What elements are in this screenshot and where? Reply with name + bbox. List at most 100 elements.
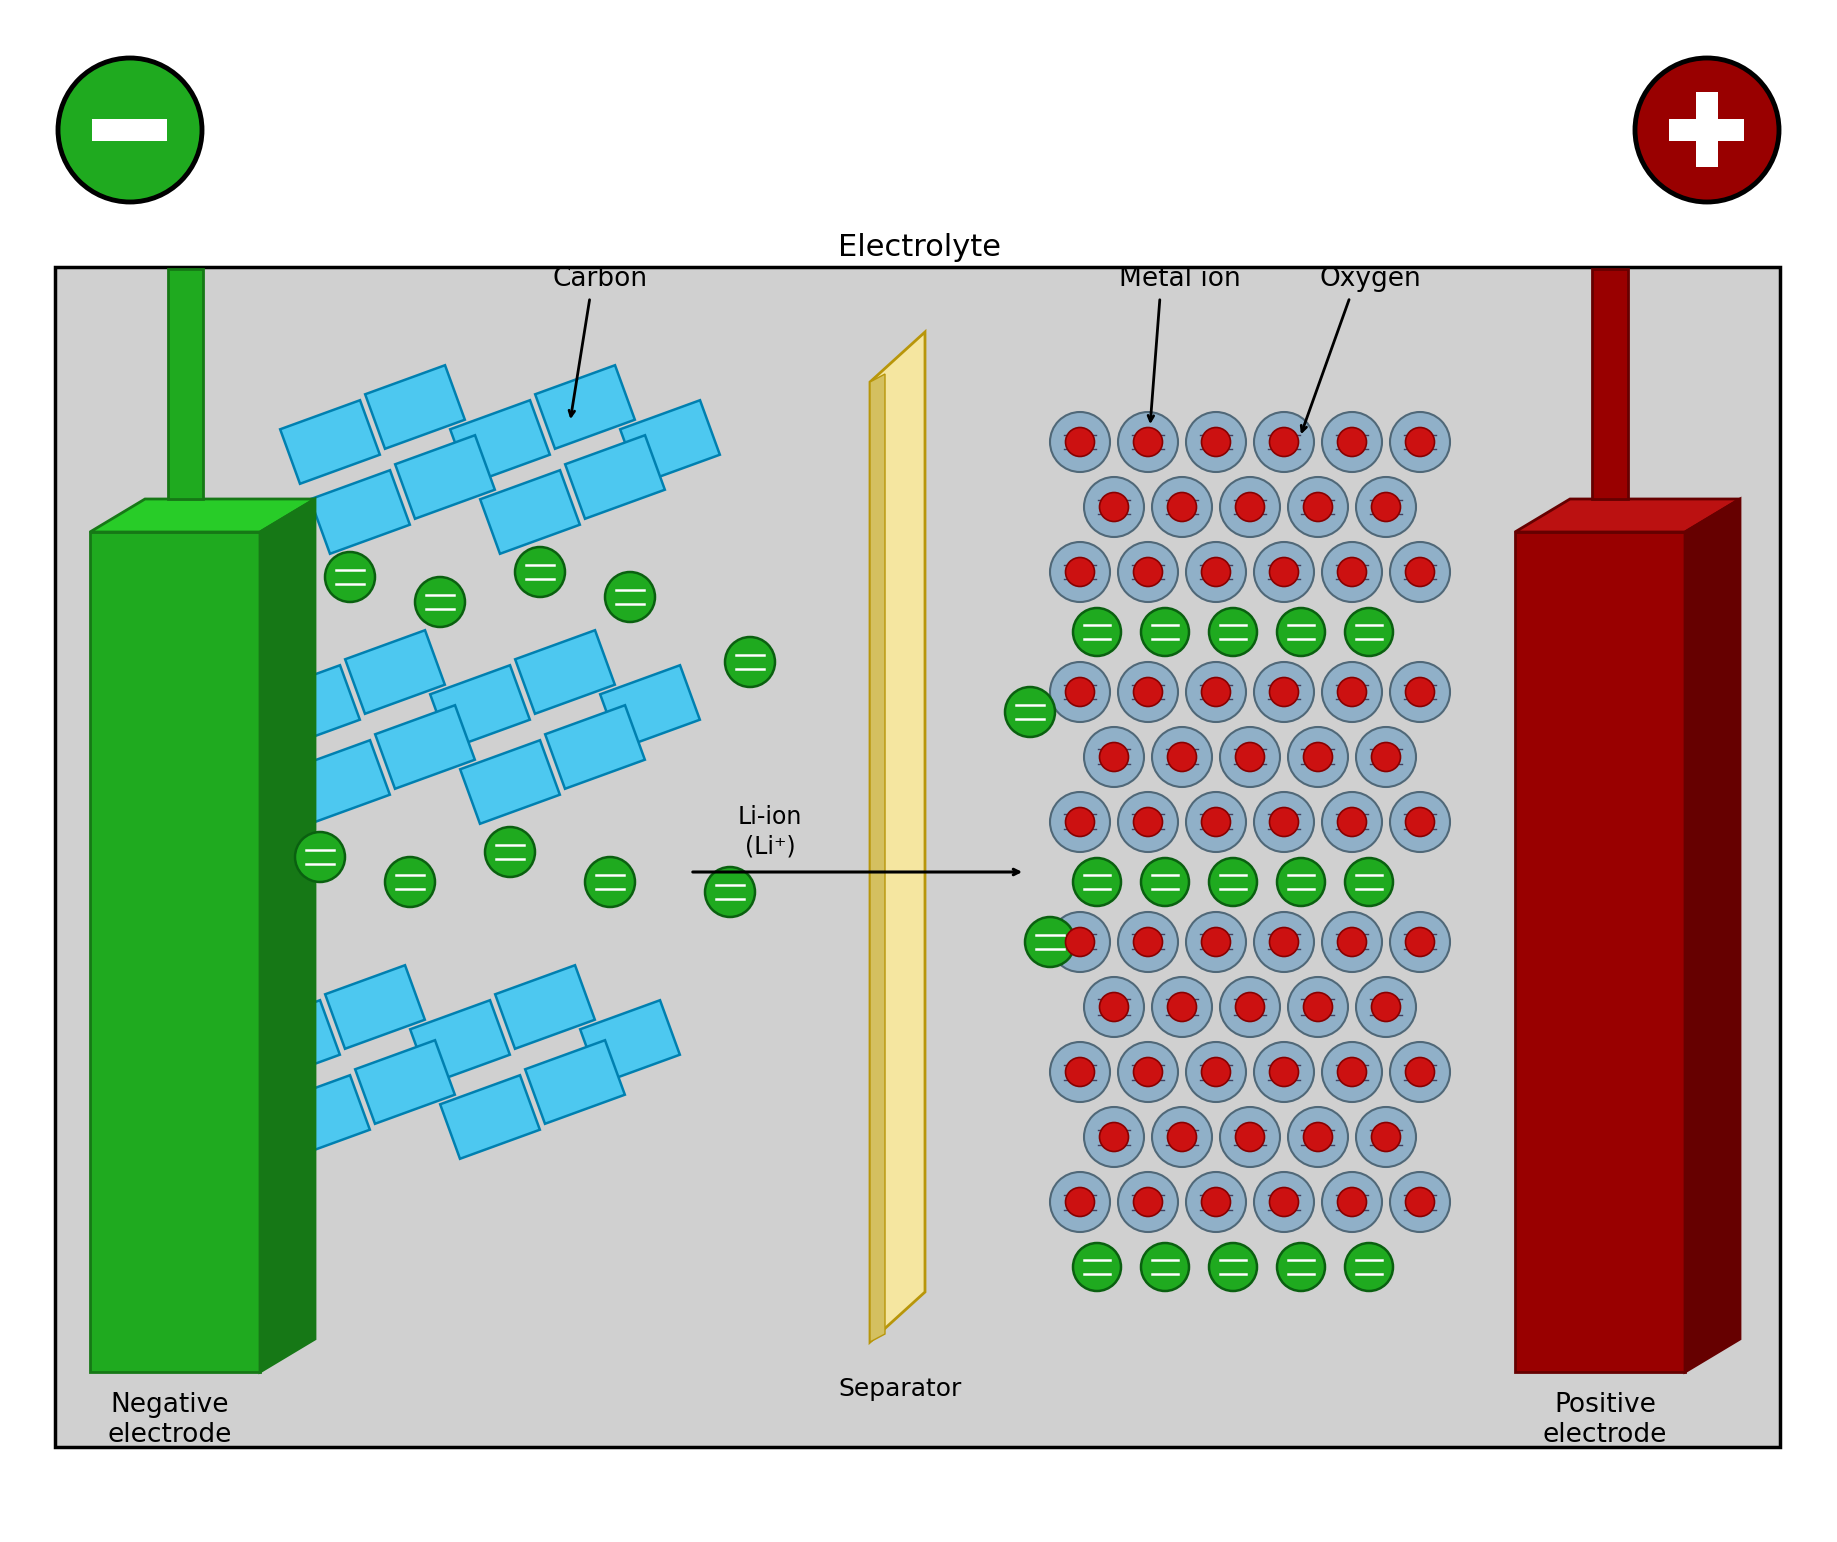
Bar — [92, 119, 167, 140]
Circle shape — [1372, 993, 1400, 1021]
Circle shape — [1141, 1243, 1189, 1291]
Circle shape — [59, 59, 202, 202]
Circle shape — [1073, 1243, 1121, 1291]
Polygon shape — [566, 435, 665, 518]
Text: Metal ion: Metal ion — [1119, 267, 1240, 291]
Text: Separator: Separator — [838, 1377, 963, 1402]
Circle shape — [1337, 677, 1367, 706]
Text: Electrolyte: Electrolyte — [838, 233, 1001, 262]
Circle shape — [1323, 662, 1381, 722]
Circle shape — [1141, 857, 1189, 907]
Circle shape — [1255, 412, 1313, 472]
Polygon shape — [310, 470, 410, 554]
Circle shape — [1187, 1172, 1245, 1232]
Circle shape — [1133, 558, 1163, 586]
Circle shape — [1051, 1042, 1110, 1103]
Circle shape — [1209, 857, 1257, 907]
Circle shape — [1269, 677, 1299, 706]
Circle shape — [325, 552, 375, 601]
Circle shape — [1065, 677, 1095, 706]
Circle shape — [1119, 412, 1178, 472]
Circle shape — [1119, 793, 1178, 853]
Circle shape — [1337, 808, 1367, 836]
Circle shape — [1269, 558, 1299, 586]
Polygon shape — [546, 705, 645, 790]
Circle shape — [1255, 1172, 1313, 1232]
Polygon shape — [601, 665, 700, 749]
Circle shape — [1323, 412, 1381, 472]
Circle shape — [1119, 1172, 1178, 1232]
Polygon shape — [325, 965, 424, 1049]
Circle shape — [1133, 808, 1163, 836]
Circle shape — [1304, 743, 1332, 771]
Circle shape — [1073, 608, 1121, 655]
Circle shape — [1337, 558, 1367, 586]
Polygon shape — [270, 1075, 369, 1158]
Circle shape — [1391, 541, 1449, 601]
Circle shape — [1405, 1058, 1435, 1087]
Polygon shape — [514, 631, 615, 714]
Circle shape — [1187, 662, 1245, 722]
Circle shape — [1304, 492, 1332, 521]
Circle shape — [1065, 808, 1095, 836]
Circle shape — [1100, 1123, 1128, 1152]
Circle shape — [1133, 677, 1163, 706]
Circle shape — [1255, 793, 1313, 853]
Circle shape — [1187, 541, 1245, 601]
Circle shape — [1277, 608, 1324, 655]
Circle shape — [1065, 927, 1095, 956]
Circle shape — [1323, 541, 1381, 601]
Circle shape — [726, 637, 775, 688]
Circle shape — [1084, 1107, 1144, 1167]
Circle shape — [1133, 427, 1163, 456]
Circle shape — [1255, 1042, 1313, 1103]
Circle shape — [386, 857, 435, 907]
Circle shape — [1119, 541, 1178, 601]
Circle shape — [1168, 993, 1196, 1021]
Polygon shape — [345, 631, 445, 714]
Circle shape — [1323, 793, 1381, 853]
Circle shape — [1119, 911, 1178, 971]
Circle shape — [1201, 677, 1231, 706]
Circle shape — [1187, 793, 1245, 853]
Polygon shape — [355, 1041, 456, 1124]
Circle shape — [1345, 1243, 1392, 1291]
Polygon shape — [580, 1001, 680, 1084]
Circle shape — [1152, 726, 1212, 786]
Circle shape — [1236, 1123, 1264, 1152]
Circle shape — [1356, 1107, 1416, 1167]
Circle shape — [514, 547, 566, 597]
Circle shape — [1119, 1042, 1178, 1103]
Circle shape — [1168, 492, 1196, 521]
Circle shape — [1051, 1172, 1110, 1232]
Circle shape — [584, 857, 636, 907]
Circle shape — [1065, 558, 1095, 586]
Circle shape — [1288, 476, 1348, 537]
Circle shape — [1236, 492, 1264, 521]
Circle shape — [1269, 427, 1299, 456]
Circle shape — [1187, 1042, 1245, 1103]
Circle shape — [1391, 911, 1449, 971]
Bar — [1670, 119, 1745, 140]
Circle shape — [1025, 917, 1075, 967]
Circle shape — [1168, 1123, 1196, 1152]
Bar — [167, 268, 202, 500]
Circle shape — [1337, 427, 1367, 456]
Circle shape — [1405, 808, 1435, 836]
Polygon shape — [459, 740, 560, 823]
Circle shape — [1372, 1123, 1400, 1152]
Polygon shape — [410, 1001, 511, 1084]
Polygon shape — [450, 401, 549, 484]
Circle shape — [1345, 857, 1392, 907]
Circle shape — [1220, 1107, 1280, 1167]
Polygon shape — [375, 705, 474, 790]
Circle shape — [296, 833, 345, 882]
Circle shape — [1168, 743, 1196, 771]
Polygon shape — [479, 470, 580, 554]
Circle shape — [1277, 857, 1324, 907]
Circle shape — [1391, 412, 1449, 472]
Circle shape — [1209, 608, 1257, 655]
Circle shape — [1051, 412, 1110, 472]
Circle shape — [1133, 1058, 1163, 1087]
Circle shape — [1337, 927, 1367, 956]
